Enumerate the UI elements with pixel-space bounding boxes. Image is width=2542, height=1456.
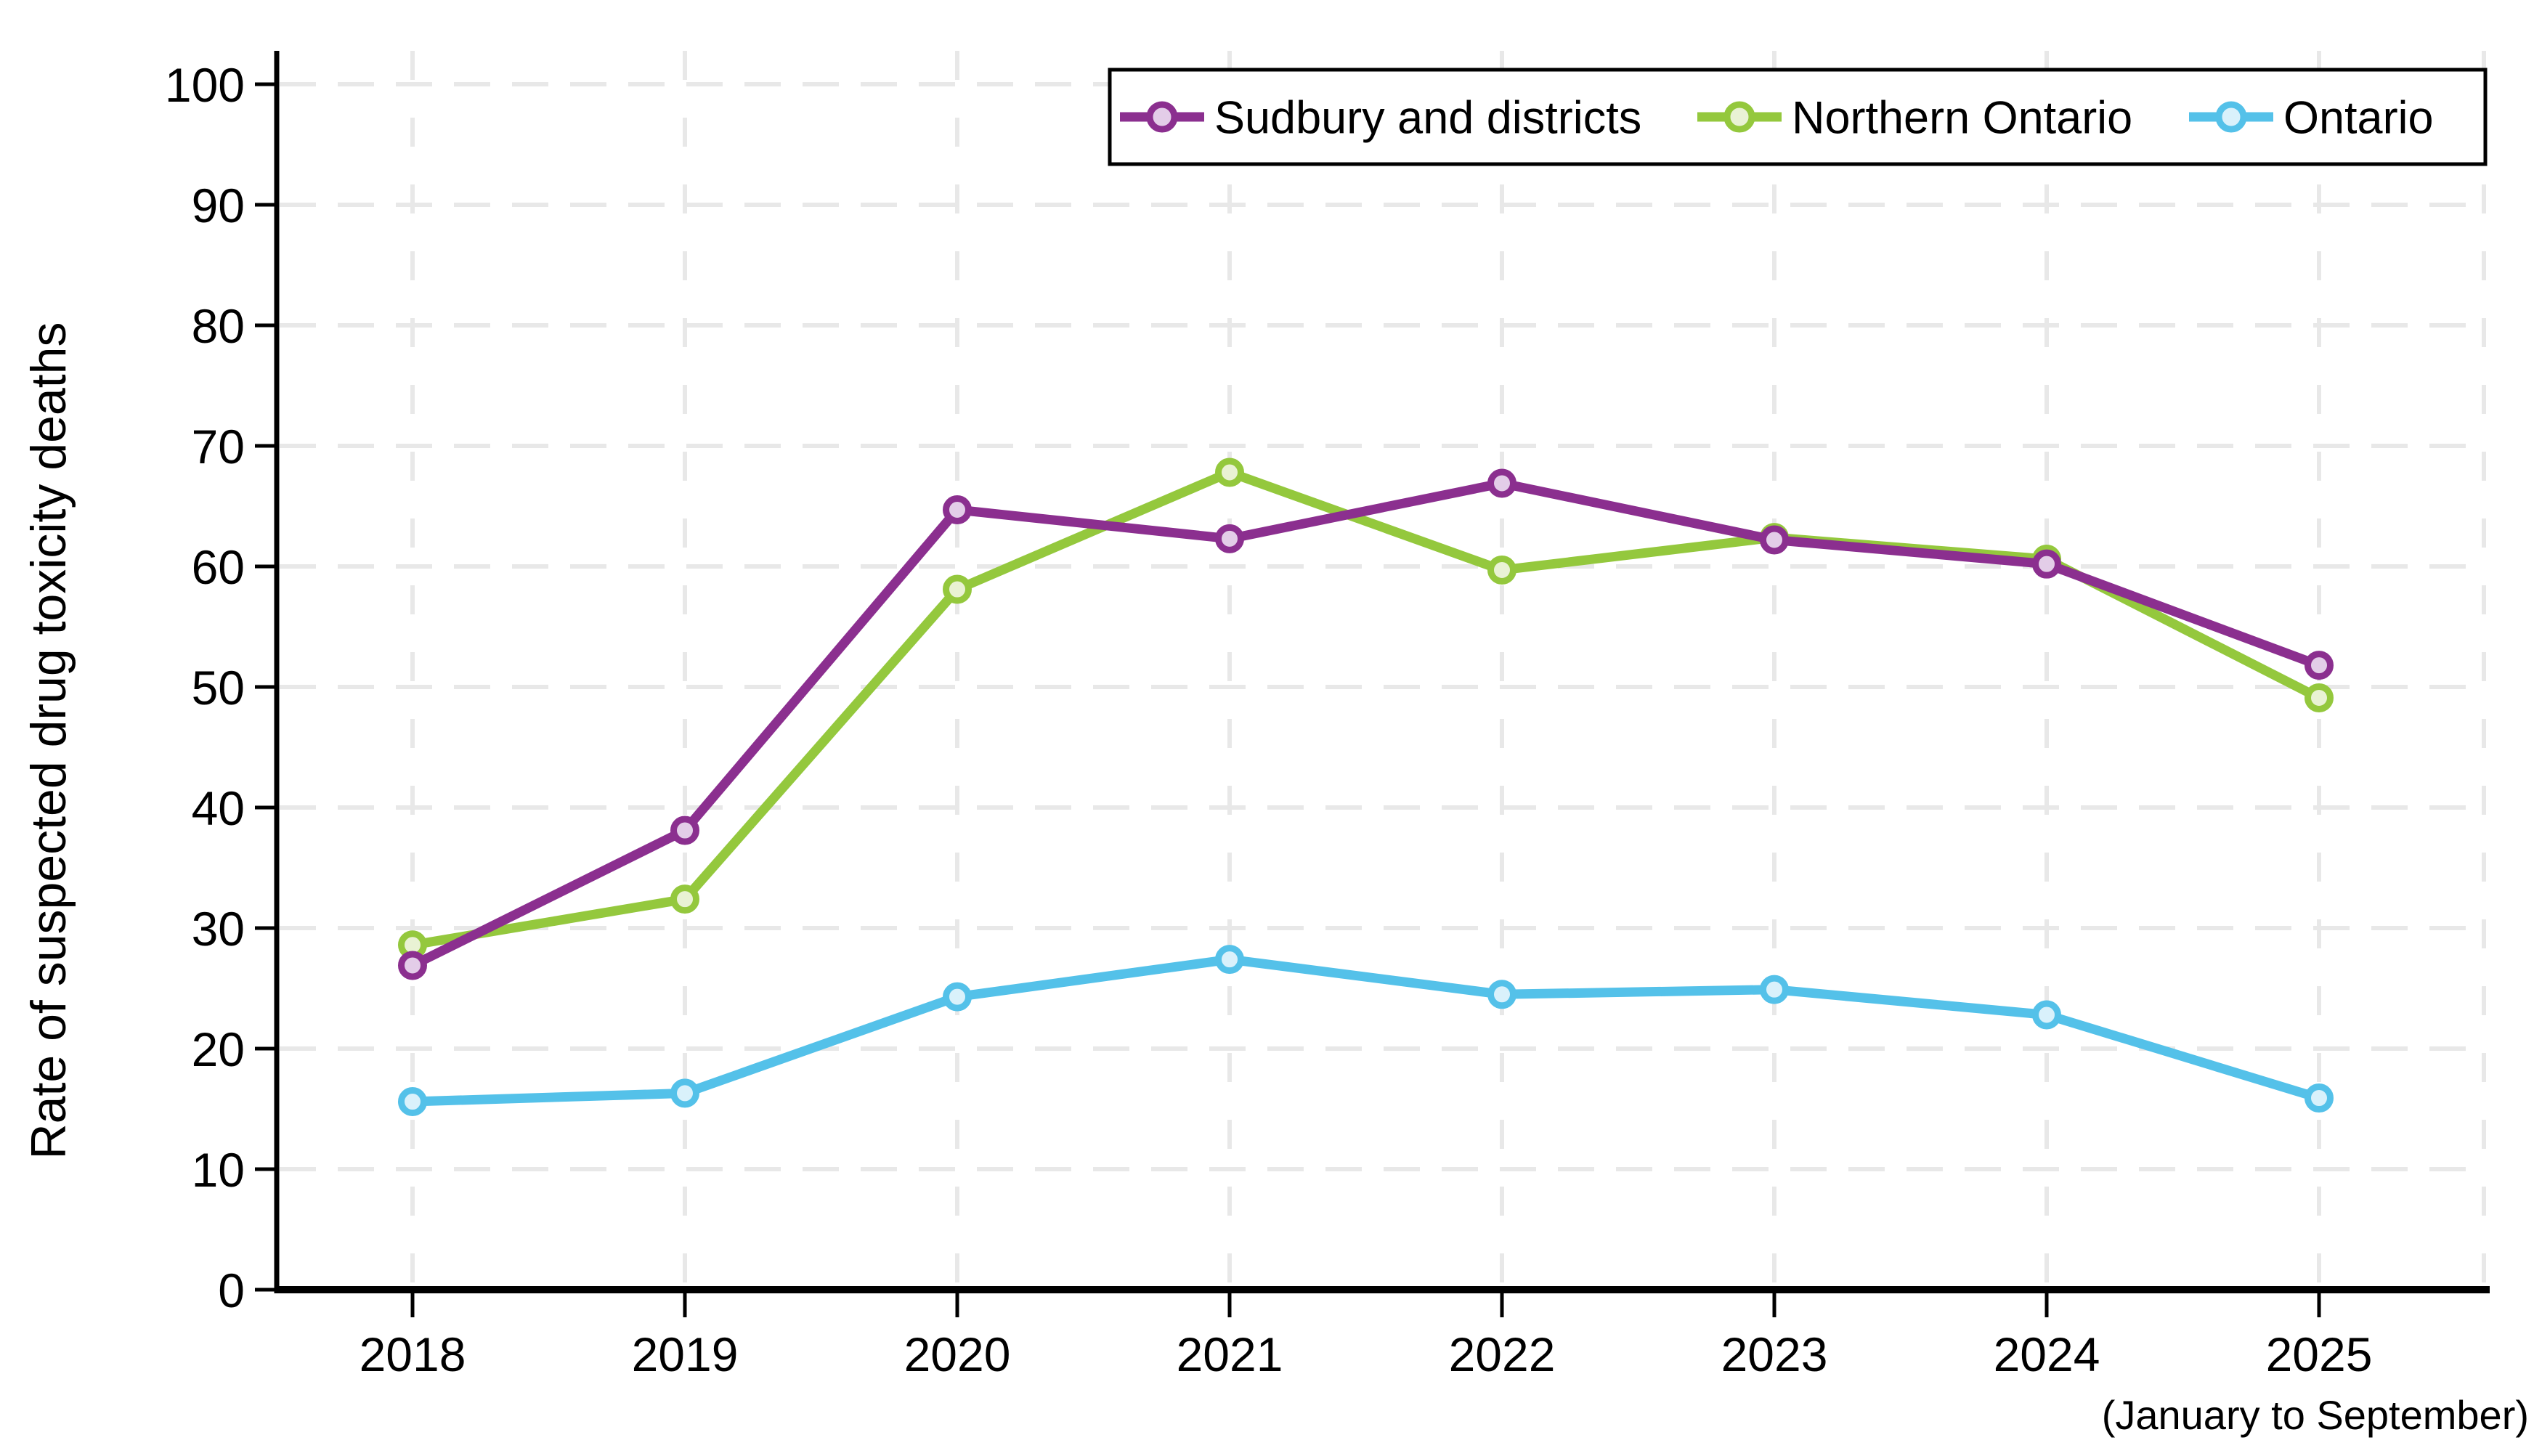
data-point-marker [1760, 525, 1789, 555]
y-tick-label: 70 [192, 420, 245, 473]
data-point-marker [1487, 555, 1516, 585]
y-tick-label: 20 [192, 1022, 245, 1076]
x-tick-label: 2021 [1177, 1327, 1283, 1381]
data-point-marker [670, 884, 699, 914]
legend-marker [2215, 101, 2247, 133]
y-tick-label: 100 [165, 58, 245, 112]
series-line-northern-ontario [407, 468, 2324, 950]
data-point-marker [1760, 975, 1789, 1004]
data-point-marker [398, 951, 427, 980]
x-tick-label: 2020 [904, 1327, 1011, 1381]
x-tick-label: 2023 [1721, 1327, 1828, 1381]
data-point-marker [2305, 651, 2334, 680]
series-line-ontario [407, 954, 2324, 1107]
data-point-marker [2305, 683, 2334, 712]
data-point-marker [398, 1087, 427, 1117]
x-tick-label: 2025 [2266, 1327, 2373, 1381]
x-tick-label: 2018 [360, 1327, 466, 1381]
data-point-marker [1215, 524, 1244, 553]
y-axis-title: Rate of suspected drug toxicity deaths [21, 322, 76, 1160]
data-point-marker [943, 982, 972, 1012]
y-tick-label: 50 [192, 661, 245, 715]
legend-label: Ontario [2283, 93, 2434, 144]
data-point-marker [1215, 457, 1244, 487]
data-point-marker [2032, 1000, 2061, 1030]
legend-marker [1146, 101, 1178, 133]
legend-label: Sudbury and districts [1214, 93, 1641, 144]
y-tick-label: 0 [218, 1264, 245, 1317]
legend-label: Northern Ontario [1792, 93, 2132, 144]
data-point-marker [1487, 980, 1516, 1009]
x-tick-label: 2022 [1449, 1327, 1556, 1381]
x-tick-label: 2019 [632, 1327, 739, 1381]
x-axis-note: (January to September) [2102, 1392, 2529, 1438]
x-tick-label: 2024 [1994, 1327, 2100, 1381]
data-point-marker [670, 816, 699, 845]
data-point-marker [1487, 468, 1516, 498]
y-tick-label: 60 [192, 540, 245, 594]
series-line-sudbury-and-districts [407, 478, 2324, 970]
data-point-marker [670, 1078, 699, 1108]
data-point-marker [943, 574, 972, 604]
y-tick-label: 10 [192, 1143, 245, 1197]
data-point-marker [943, 495, 972, 524]
y-tick-label: 80 [192, 299, 245, 353]
y-tick-label: 30 [192, 902, 245, 956]
data-point-marker [2032, 549, 2061, 579]
y-tick-label: 40 [192, 781, 245, 835]
legend-marker [1723, 101, 1755, 133]
data-point-marker [1215, 945, 1244, 975]
y-tick-label: 90 [192, 179, 245, 232]
data-point-marker [2305, 1083, 2334, 1113]
